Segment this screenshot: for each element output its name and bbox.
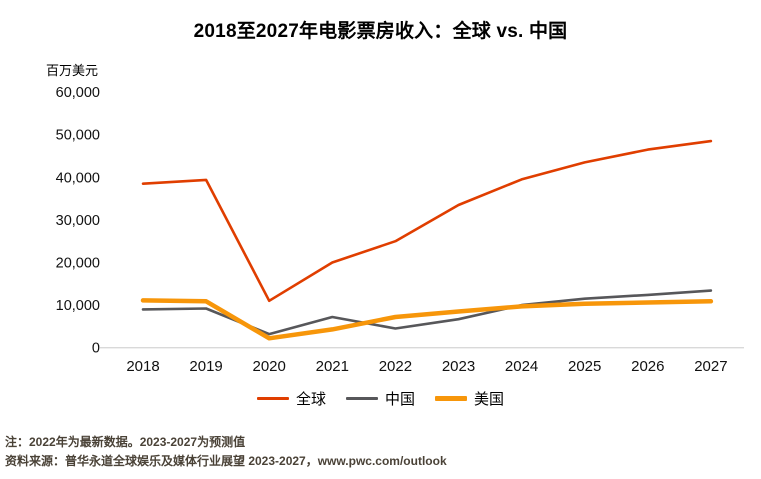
y-tick-label: 20,000 <box>56 256 100 272</box>
x-tick-label: 2025 <box>568 358 601 375</box>
legend-item-us: 美国 <box>435 388 504 409</box>
series-line-美国 <box>140 298 714 341</box>
x-tick-label: 2027 <box>694 358 727 375</box>
legend-swatch-china <box>345 397 378 400</box>
legend-label-china: 中国 <box>384 391 415 408</box>
x-tick-label: 2018 <box>126 358 159 375</box>
footnote-source: 资料来源：普华永道全球娱乐及媒体行业展望 2023-2027，www.pwc.c… <box>5 454 447 468</box>
legend-item-global: 全球 <box>256 388 326 409</box>
x-tick-label: 2023 <box>442 358 475 375</box>
page-title: 2018至2027年电影票房收入：全球 vs. 中国 <box>193 21 568 42</box>
x-tick-label: 2026 <box>631 358 664 375</box>
y-tick-label: 50,000 <box>56 128 100 144</box>
chart-legend: 全球 中国 美国 <box>0 388 761 409</box>
y-tick-label: 30,000 <box>56 213 100 229</box>
footnotes: 注：2022年为最新数据。2023-2027为预测值 资料来源：普华永道全球娱乐… <box>5 433 447 471</box>
series-line-全球 <box>141 139 713 303</box>
x-tick-label: 2020 <box>253 358 286 375</box>
y-axis-unit-label: 百万美元 <box>46 63 99 78</box>
legend-label-us: 美国 <box>474 391 505 408</box>
y-tick-label: 0 <box>92 341 100 357</box>
y-tick-label: 40,000 <box>56 170 100 186</box>
legend-label-global: 全球 <box>295 391 326 408</box>
y-tick-label: 10,000 <box>56 298 100 314</box>
y-tick-label: 60,000 <box>56 85 100 101</box>
legend-swatch-us <box>435 396 467 401</box>
x-tick-label: 2022 <box>379 358 412 375</box>
x-tick-label: 2024 <box>505 358 538 375</box>
x-tick-label: 2021 <box>316 358 349 375</box>
x-tick-label: 2019 <box>189 358 222 375</box>
legend-swatch-global <box>256 397 289 400</box>
legend-item-china: 中国 <box>345 388 415 409</box>
footnote-note: 注：2022年为最新数据。2023-2027为预测值 <box>5 435 246 449</box>
